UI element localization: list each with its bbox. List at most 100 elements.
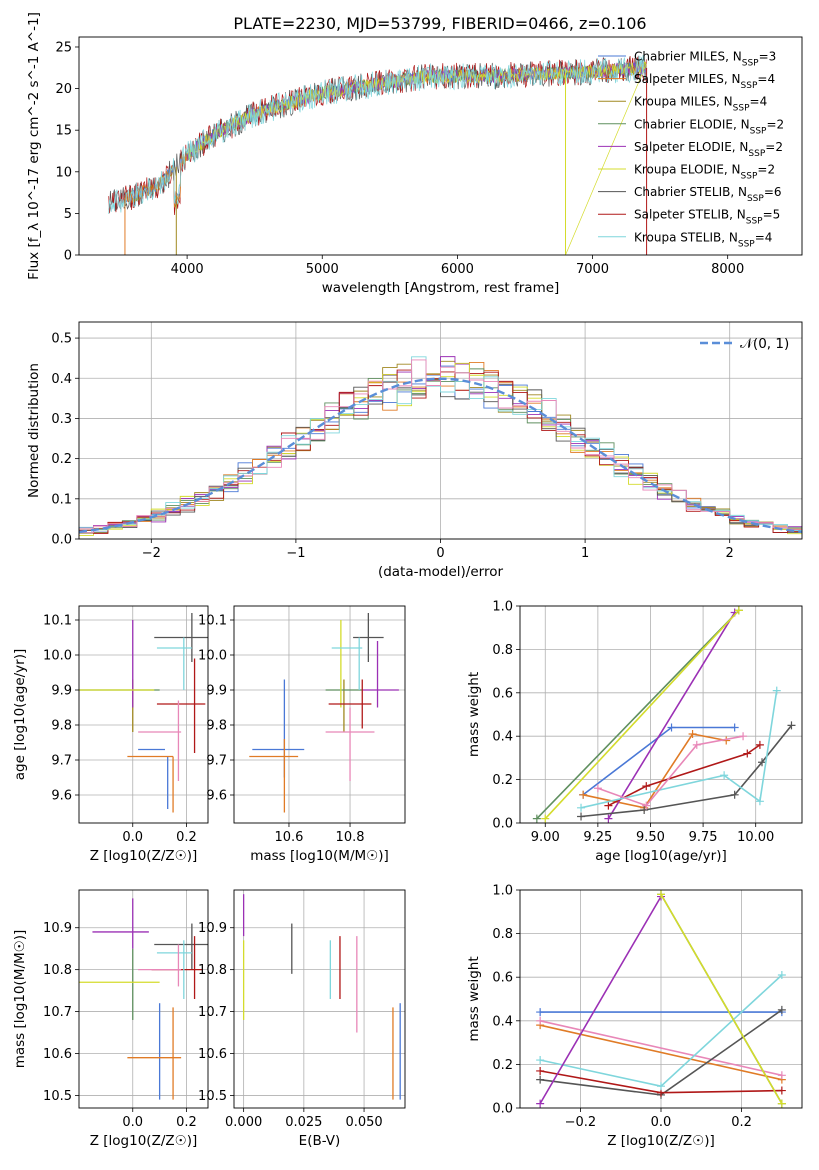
series-marker <box>777 1099 786 1108</box>
x-tick-label: 9.75 <box>689 830 718 845</box>
series-line <box>608 744 761 807</box>
y-tick-label: 0.4 <box>492 730 513 745</box>
axes-frame <box>519 605 803 824</box>
x-tick-label: 0.0 <box>651 1115 672 1130</box>
y-tick-label: 9.9 <box>206 684 227 699</box>
panel-7: 0.000 0.025 0.050 10.5 10.6 10.7 10.8 10.9 E(B-V… <box>198 889 406 1149</box>
axes-frame <box>78 321 803 540</box>
panel-6: 0.0 0.2 10.5 10.6 10.7 10.8 10.9 Z [log10(Z/Z☉)… <box>12 889 209 1149</box>
legend-label: Kroupa STELIB, NSSP=4 <box>634 230 772 249</box>
y-tick-label: 0.3 <box>51 412 72 427</box>
series-marker <box>743 749 752 758</box>
y-tick-label: 10.8 <box>198 963 227 978</box>
gaussian-curve <box>78 377 803 534</box>
series-marker <box>577 812 586 821</box>
series-marker <box>579 790 588 799</box>
series-marker <box>536 1066 545 1075</box>
x-tick-label: 7000 <box>576 262 609 277</box>
y-tick-label: 9.8 <box>206 719 227 734</box>
figure-title: PLATE=2230, MJD=53799, FIBERID=0466, z=0… <box>233 14 646 33</box>
y-tick-label: 10.1 <box>43 614 72 629</box>
series-marker <box>642 801 651 810</box>
plot-area <box>79 898 208 1100</box>
legend-label: Salpeter MILES, NSSP=4 <box>634 72 775 91</box>
series-marker <box>730 790 739 799</box>
axes-frame <box>233 889 406 1109</box>
x-tick-label: 0.050 <box>345 1115 382 1130</box>
plot-area <box>242 894 401 1100</box>
y-tick-label: 10.0 <box>43 649 72 664</box>
legend-label: Kroupa ELODIE, NSSP=2 <box>634 163 775 182</box>
plot-area <box>532 606 796 823</box>
y-tick-label: 9.6 <box>51 789 72 804</box>
legend-label: Chabrier STELIB, NSSP=6 <box>634 185 782 204</box>
series-marker <box>787 721 796 730</box>
plot-area <box>536 890 786 1108</box>
x-axis-label: age [log10(age/yr)] <box>595 848 727 864</box>
y-tick-label: 0.6 <box>492 971 513 986</box>
spectrum-kroupa-stelib <box>108 55 647 215</box>
series-line <box>597 735 744 807</box>
x-tick-label: 9.50 <box>636 830 665 845</box>
axes-frame <box>78 889 209 1109</box>
y-tick-label: 10.0 <box>198 649 227 664</box>
series-marker <box>772 686 781 695</box>
x-axis-label: Z [log10(Z/Z☉)] <box>90 1133 198 1149</box>
series-marker <box>536 1056 545 1065</box>
series-marker <box>777 1086 786 1095</box>
plot-area <box>108 55 648 256</box>
axes-frame <box>78 36 803 256</box>
series-line <box>660 893 783 1105</box>
x-tick-label: 10.00 <box>737 830 774 845</box>
panel-8: −0.2 0.0 0.2 0.0 0.2 0.4 0.6 0.8 1.0 Z [log10(Z/Z… <box>466 884 803 1149</box>
y-tick-label: 0.0 <box>51 533 72 548</box>
x-tick-label: 8000 <box>711 262 744 277</box>
series-marker <box>593 784 602 793</box>
series-line <box>580 690 778 809</box>
y-tick-label: 9.7 <box>51 754 72 769</box>
x-tick-label: 0.0 <box>122 830 143 845</box>
series-marker <box>541 814 550 823</box>
series-line <box>536 609 740 820</box>
y-tick-label: 1.0 <box>492 884 513 899</box>
x-axis-label: wavelength [Angstrom, rest frame] <box>322 280 560 296</box>
y-tick-label: 0.2 <box>51 452 72 467</box>
y-axis-label: mass [log10(M/M☉)] <box>12 930 28 1069</box>
x-tick-label: 9.00 <box>531 830 560 845</box>
y-tick-label: 10.7 <box>43 1005 72 1020</box>
x-tick-label: 6000 <box>441 262 474 277</box>
y-tick-label: 10.8 <box>43 963 72 978</box>
x-tick-label: 0.2 <box>731 1115 752 1130</box>
x-tick-label: 10.8 <box>336 830 365 845</box>
series-marker <box>755 797 764 806</box>
x-axis-label: Z [log10(Z/Z☉)] <box>607 1133 715 1149</box>
series-marker <box>532 814 541 823</box>
x-tick-label: 10.6 <box>274 830 303 845</box>
y-tick-label: 10.6 <box>198 1047 227 1062</box>
series-marker <box>777 971 786 980</box>
y-axis-label: age [log10(age/yr)] <box>12 649 28 781</box>
legend-label: Salpeter ELODIE, NSSP=2 <box>634 140 783 159</box>
y-tick-label: 10.5 <box>198 1089 227 1104</box>
x-tick-label: 4000 <box>171 262 204 277</box>
series-marker <box>739 732 748 741</box>
x-axis-label: E(B-V) <box>299 1133 341 1149</box>
series-line <box>544 609 740 820</box>
x-tick-label: 0.000 <box>225 1115 262 1130</box>
y-tick-label: 0.1 <box>51 492 72 507</box>
panel-5: 9.00 9.25 9.50 9.75 10.00 0.0 0.2 0.4 0.6 0.8 1.0 a… <box>466 600 803 864</box>
series-marker <box>536 1016 545 1025</box>
y-tick-label: 9.9 <box>51 684 72 699</box>
plot-area <box>79 613 208 813</box>
y-tick-label: 9.7 <box>206 754 227 769</box>
plot-area <box>78 356 803 539</box>
y-tick-label: 0.4 <box>492 1014 513 1029</box>
axes-frame <box>78 605 209 824</box>
x-tick-label: 1 <box>581 546 589 561</box>
series-marker <box>692 740 701 749</box>
series-line <box>582 733 727 809</box>
y-axis-label: mass weight <box>466 956 482 1041</box>
axes-frame <box>519 889 803 1109</box>
legend-label: Salpeter STELIB, NSSP=5 <box>634 208 780 227</box>
